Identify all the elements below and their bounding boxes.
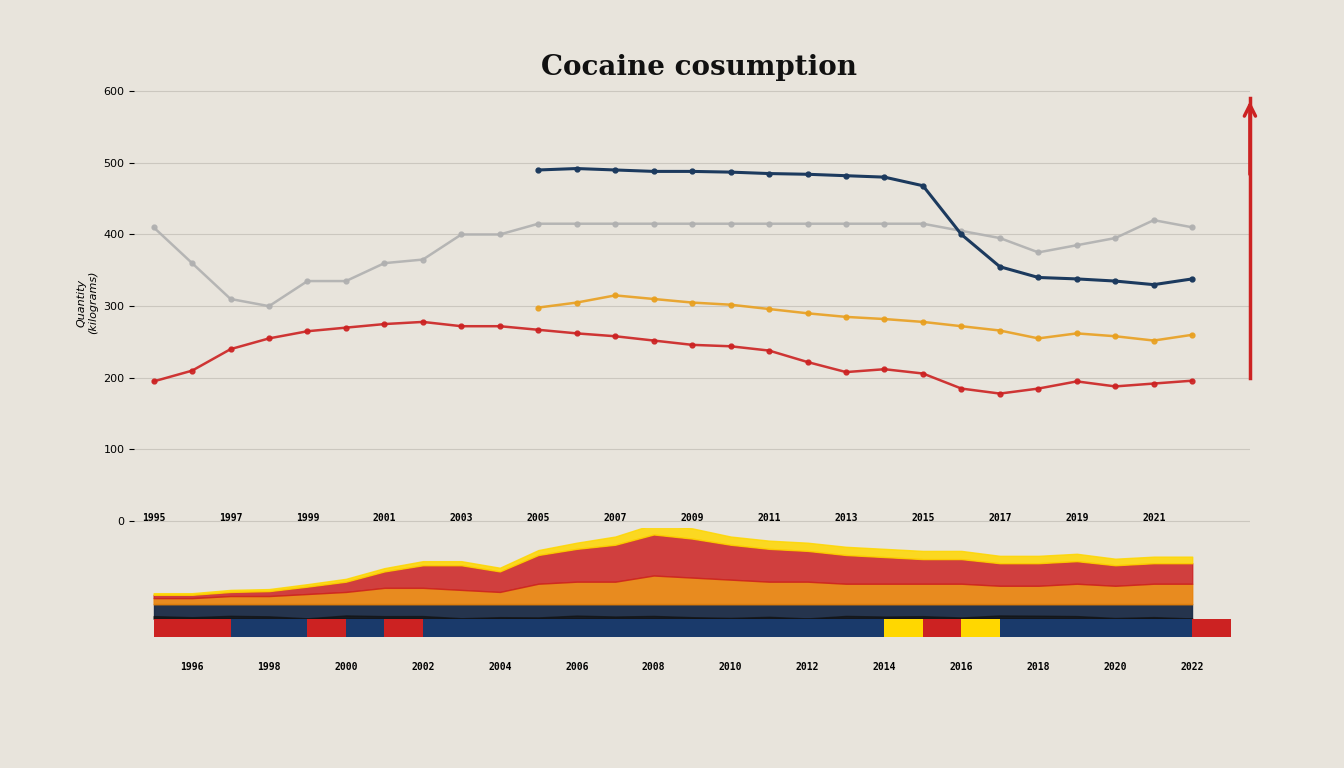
Text: 2020: 2020 <box>1103 662 1128 672</box>
Text: 2014: 2014 <box>872 662 896 672</box>
Bar <box>1000 619 1192 637</box>
Bar <box>884 619 923 637</box>
Text: 2022: 2022 <box>1180 662 1204 672</box>
Bar <box>423 619 884 637</box>
Text: 2002: 2002 <box>411 662 434 672</box>
Text: 2010: 2010 <box>719 662 742 672</box>
Text: 2012: 2012 <box>796 662 820 672</box>
Y-axis label: Quantity
(kilograms): Quantity (kilograms) <box>77 271 98 334</box>
Text: Cocaine cosumption: Cocaine cosumption <box>540 54 857 81</box>
Bar <box>923 619 961 637</box>
Bar <box>384 619 423 637</box>
Text: 2000: 2000 <box>335 662 358 672</box>
Text: 2004: 2004 <box>488 662 512 672</box>
Text: 2008: 2008 <box>642 662 665 672</box>
Bar <box>1192 619 1231 637</box>
Bar <box>231 619 308 637</box>
Bar <box>308 619 345 637</box>
Text: 1996: 1996 <box>180 662 204 672</box>
Text: 2006: 2006 <box>564 662 589 672</box>
Text: 2016: 2016 <box>950 662 973 672</box>
Bar <box>961 619 1000 637</box>
Text: 2018: 2018 <box>1027 662 1050 672</box>
Bar <box>153 619 231 637</box>
Bar <box>345 619 384 637</box>
Text: 1998: 1998 <box>257 662 281 672</box>
